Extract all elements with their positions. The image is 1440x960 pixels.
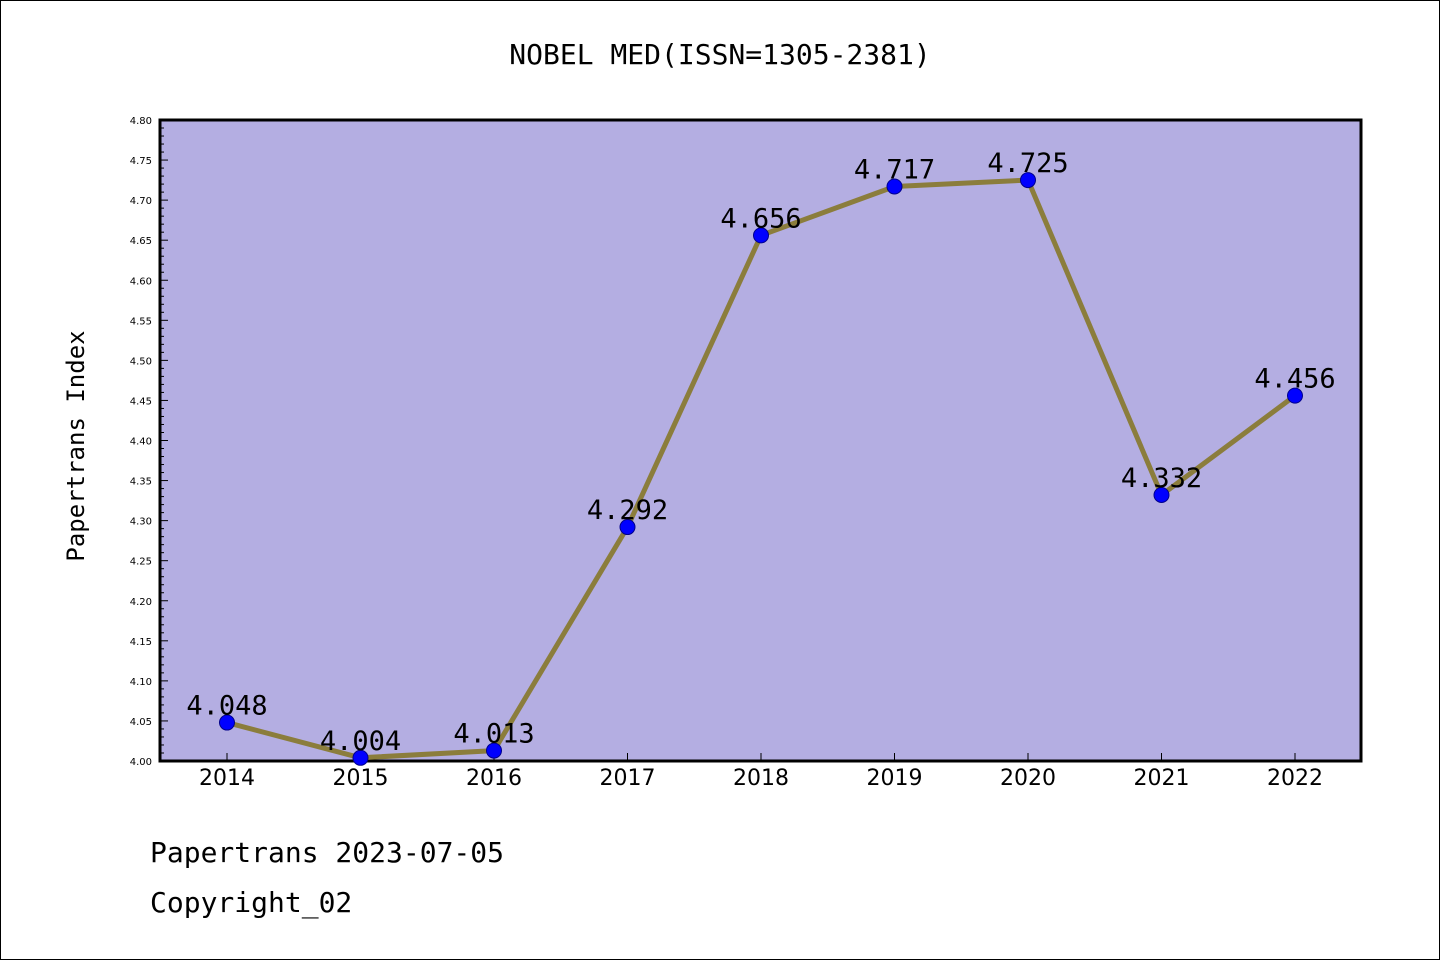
- data-point: [886, 178, 903, 195]
- y-tick-label: 4.15: [130, 637, 152, 648]
- y-tick-label: 4.75: [130, 156, 152, 167]
- data-point: [619, 519, 636, 536]
- data-label: 4.332: [1121, 463, 1202, 494]
- y-tick-label: 4.25: [130, 557, 152, 568]
- data-point: [1153, 486, 1170, 503]
- data-point: [486, 742, 502, 759]
- data-label: 4.717: [854, 155, 935, 186]
- x-tick-label: 2014: [199, 766, 255, 791]
- y-axis-ticks: 4.00 4.05 4.10 4.15 4.20 4.25 4.30 4.35 4.40 4.45…: [130, 116, 168, 768]
- data-label: 4.004: [320, 726, 401, 757]
- data-label: 4.725: [987, 148, 1068, 179]
- y-tick-label: 4.20: [130, 597, 152, 608]
- x-tick-label: 2019: [867, 766, 923, 791]
- x-tick-label: 2017: [600, 766, 656, 791]
- series-group: [219, 172, 1303, 766]
- y-tick-label: 4.80: [130, 116, 152, 127]
- data-point: [219, 714, 235, 731]
- y-tick-label: 4.00: [130, 757, 152, 768]
- data-point: [1020, 172, 1036, 189]
- plot-area: [158, 118, 1363, 763]
- data-label: 4.656: [720, 203, 801, 234]
- y-tick-label: 4.60: [130, 276, 152, 287]
- x-tick-label: 2022: [1267, 766, 1323, 791]
- data-point: [753, 227, 769, 244]
- data-label: 4.048: [186, 691, 267, 722]
- y-tick-label: 4.40: [130, 437, 152, 448]
- footer-date-line: Papertrans 2023-07-05: [150, 836, 505, 869]
- y-tick-label: 4.45: [130, 396, 152, 407]
- data-label: 4.292: [587, 495, 668, 526]
- y-tick-label: 4.10: [130, 677, 152, 688]
- data-point: [352, 749, 369, 766]
- x-axis-ticks: 2014 2015 2016 2017 2018 2019 2020 2021 2022: [199, 753, 1323, 791]
- y-tick-label: 4.35: [130, 477, 152, 488]
- y-tick-label: 4.50: [130, 356, 152, 367]
- data-label: 4.013: [453, 719, 534, 750]
- y-axis-label: Papertrans Index: [62, 330, 90, 561]
- y-tick-label: 4.30: [130, 517, 152, 528]
- x-tick-label: 2016: [466, 766, 522, 791]
- y-tick-label: 4.05: [130, 717, 152, 728]
- y-tick-label: 4.55: [130, 316, 152, 327]
- y-tick-label: 4.65: [130, 236, 152, 247]
- y-tick-label: 4.70: [130, 196, 152, 207]
- data-point: [1287, 387, 1303, 404]
- data-label: 4.456: [1254, 364, 1335, 395]
- x-tick-label: 2018: [733, 766, 789, 791]
- footer-copyright-line: Copyright_02: [150, 886, 353, 919]
- data-labels: 4.048 4.004 4.013 4.292 4.656 4.717 4.725 4.332…: [186, 148, 1335, 757]
- chart-title: NOBEL MED(ISSN=1305-2381): [509, 38, 931, 71]
- x-tick-label: 2015: [333, 766, 389, 791]
- x-tick-label: 2020: [1000, 766, 1056, 791]
- x-tick-label: 2021: [1134, 766, 1190, 791]
